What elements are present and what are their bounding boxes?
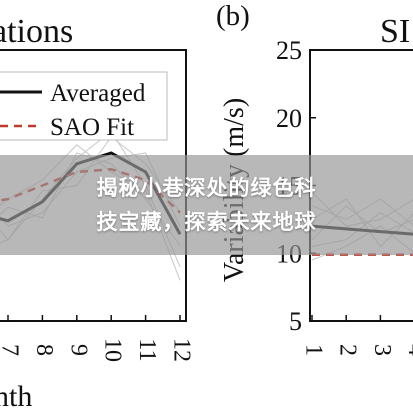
title-banner: 揭秘小巷深处的绿色科 技宝藏，探索未来地球: [0, 155, 413, 255]
panel-a-x-tick-label: 10: [100, 338, 126, 362]
panel-a-title: ations: [0, 13, 73, 50]
legend-sao-fit-label: SAO Fit: [50, 114, 134, 141]
panel-a-x-tick-label: 8: [31, 344, 57, 356]
panel-a-x-tick-label: 11: [134, 338, 160, 361]
panel-b-x-tick-label: 1: [300, 344, 326, 356]
panel-b-y-tick-label: 5: [289, 307, 302, 336]
panel-b-x-ticks: 1234: [300, 315, 413, 356]
panel-a-x-tick-label: 9: [65, 344, 91, 356]
panel-a-legend-box: [0, 71, 168, 141]
panel-b-y-tick-label: 20: [276, 104, 302, 133]
panel-a-x-tick-label: 7: [0, 344, 23, 356]
panel-b-label: (b): [216, 0, 250, 32]
panel-b-x-tick-label: 2: [335, 344, 361, 356]
panel-b-x-tick-label: 3: [369, 344, 395, 356]
panel-a-x-tick-label: 12: [168, 338, 194, 362]
panel-a-xlabel: nth: [0, 380, 32, 413]
panel-b-y-tick-label: 25: [276, 36, 302, 65]
banner-line-1: 揭秘小巷深处的绿色科: [96, 176, 317, 200]
legend-averaged-label: Averaged: [50, 80, 146, 107]
panel-b-x-tick-label: 4: [403, 344, 413, 356]
panel-b-title: SI: [380, 13, 410, 50]
panel-a-x-ticks: 789 10 11 12: [0, 315, 195, 362]
banner-line-2: 技宝藏，探索未来地球: [96, 210, 317, 234]
